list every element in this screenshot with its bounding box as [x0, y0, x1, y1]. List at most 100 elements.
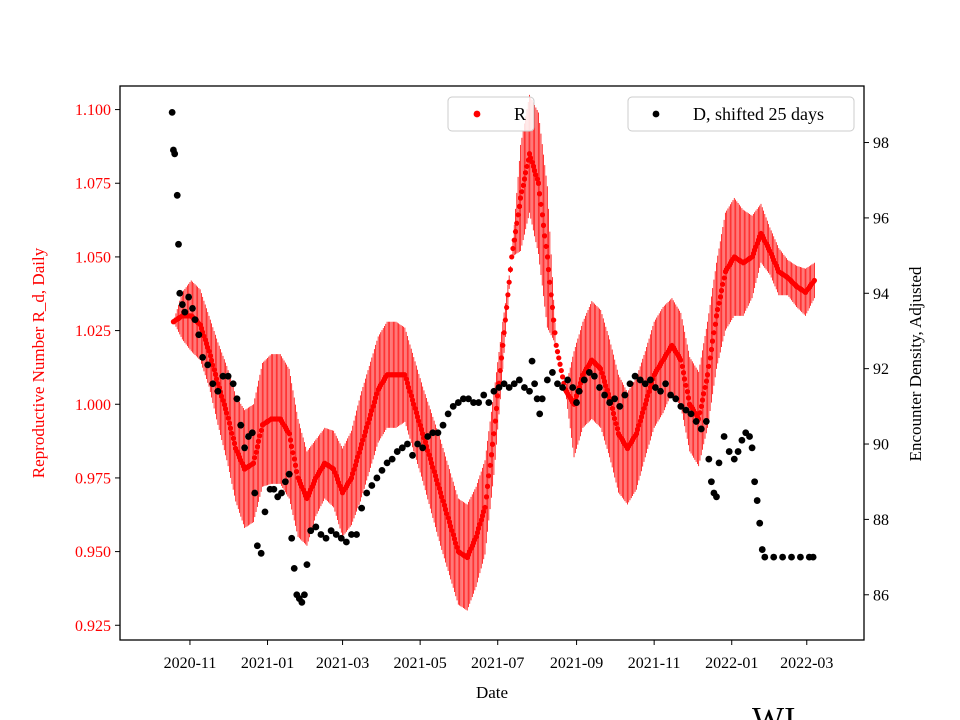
d-point: [248, 429, 256, 437]
d-point: [631, 372, 639, 380]
r-point: [707, 355, 713, 361]
r-point: [685, 395, 692, 401]
r-point: [420, 431, 426, 437]
y-right-tick-label: 98: [873, 135, 889, 152]
r-point: [633, 431, 639, 437]
r-point: [712, 321, 718, 327]
r-point: [549, 304, 556, 311]
r-point: [408, 393, 414, 399]
r-point: [256, 438, 262, 444]
d-point: [725, 448, 733, 455]
y-left-tick-label: 1.050: [75, 249, 111, 266]
r-point: [556, 355, 562, 361]
x-tick-label: 2021-07: [471, 655, 524, 672]
d-point: [707, 478, 715, 486]
r-point: [404, 380, 411, 386]
r-point: [435, 481, 441, 487]
d-point: [348, 531, 355, 538]
d-point: [414, 440, 421, 448]
d-point: [646, 376, 654, 384]
r-point: [716, 300, 722, 306]
r-point: [254, 444, 260, 450]
y-axis-left: 0.925 0.950 0.975 1.000 1.025 1.050 1.075 1.100: [75, 102, 120, 635]
d-point: [713, 493, 720, 501]
d-point: [730, 455, 738, 463]
r-point: [226, 420, 232, 426]
r-point: [710, 338, 716, 344]
d-point: [505, 384, 513, 391]
d-point: [746, 433, 753, 440]
r-point: [543, 243, 549, 249]
r-point: [528, 155, 534, 161]
d-point: [682, 406, 690, 414]
r-point: [542, 233, 548, 239]
d-point: [439, 421, 447, 429]
d-point: [715, 459, 723, 467]
r-point: [212, 371, 218, 377]
r-point: [635, 426, 641, 433]
d-point: [687, 410, 695, 418]
r-point: [477, 521, 483, 527]
r-point: [258, 427, 264, 433]
r-point: [484, 483, 491, 489]
y-left-tick-label: 1.100: [75, 102, 111, 119]
d-point: [419, 444, 427, 452]
r-point: [444, 511, 450, 517]
d-point: [515, 376, 523, 384]
r-point: [514, 220, 520, 226]
d-point: [204, 361, 212, 369]
r-point: [545, 266, 552, 273]
r-point: [641, 405, 647, 412]
r-point: [422, 439, 428, 445]
d-point: [449, 402, 457, 410]
r-point: [544, 254, 550, 260]
d-point: [459, 395, 467, 403]
r-point: [553, 342, 559, 348]
d-point: [657, 387, 664, 395]
r-point: [697, 410, 703, 416]
d-point: [270, 485, 278, 493]
d-point: [404, 440, 411, 448]
d-point: [209, 380, 217, 388]
r-point: [359, 441, 365, 447]
r-point: [610, 410, 617, 417]
r-point: [493, 405, 500, 412]
r-point: [220, 397, 226, 404]
d-point: [770, 553, 778, 561]
r-point: [482, 504, 488, 510]
r-point: [449, 527, 455, 534]
d-point: [495, 384, 503, 391]
r-point: [430, 464, 436, 471]
r-point: [231, 440, 238, 447]
r-point: [287, 437, 294, 443]
r-point: [539, 212, 545, 218]
r-point: [476, 525, 482, 532]
d-point: [388, 455, 396, 463]
d-point: [171, 150, 179, 158]
r-point: [250, 460, 257, 466]
d-point: [237, 421, 245, 429]
r-point: [638, 414, 645, 420]
r-point: [501, 330, 507, 336]
r-point: [428, 460, 435, 466]
d-point: [241, 444, 249, 452]
d-point: [797, 553, 804, 561]
r-point: [373, 395, 379, 401]
d-point: [751, 478, 759, 486]
d-point: [538, 395, 546, 403]
d-point: [601, 391, 608, 399]
r-point: [520, 182, 526, 188]
x-tick-label: 2020-11: [164, 655, 217, 672]
d-point: [758, 546, 766, 553]
r-point: [502, 317, 508, 323]
r-point: [643, 397, 650, 403]
r-point: [225, 415, 231, 421]
r-point: [492, 418, 498, 424]
r-point: [715, 306, 721, 313]
r-point: [348, 475, 355, 481]
d-point: [307, 527, 315, 535]
d-point: [490, 387, 498, 395]
d-point: [233, 395, 241, 403]
d-point: [526, 387, 533, 395]
d-point: [510, 380, 518, 388]
